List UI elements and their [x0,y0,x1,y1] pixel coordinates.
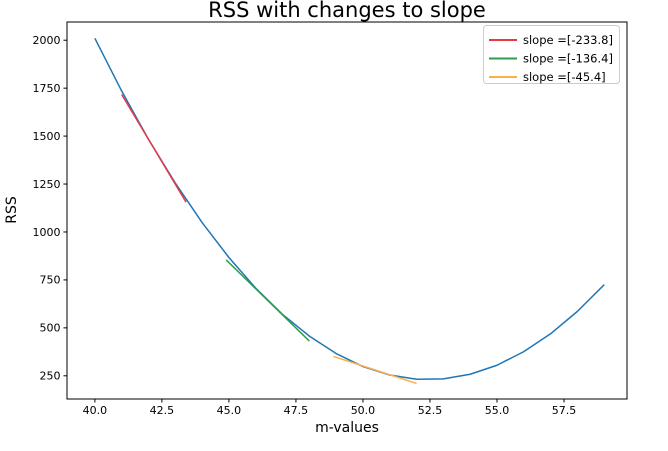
x-tick-label: 52.5 [418,404,443,417]
tangent-line [225,259,310,342]
legend-label-red: slope =[-233.8] [523,33,613,47]
x-tick-label: 40.0 [83,404,108,417]
legend: slope =[-233.8] slope =[-136.4] slope =[… [483,25,620,84]
rss-curve-line [94,37,605,380]
y-tick-label: 1000 [33,226,61,239]
y-tick-label: 250 [40,370,61,383]
x-tick-label: 42.5 [150,404,175,417]
y-axis-label: RSS [4,196,20,224]
legend-box [483,25,620,84]
legend-label-green: slope =[-136.4] [523,52,613,66]
x-tick-label: 55.0 [485,404,510,417]
y-axis-ticks: 250 500 750 1000 1250 1500 1750 2000 [33,34,67,383]
x-tick-label: 50.0 [351,404,376,417]
tangent-line [121,94,187,203]
x-tick-label: 57.5 [552,404,577,417]
y-tick-label: 500 [40,322,61,335]
chart-title: RSS with changes to slope [208,0,486,22]
tangent-line [333,355,417,385]
legend-label-orange: slope =[-45.4] [523,70,606,84]
y-tick-label: 2000 [33,34,61,47]
x-axis-ticks: 40.0 42.5 45.0 47.5 50.0 52.5 55.0 57.5 [83,399,577,417]
y-tick-label: 1750 [33,82,61,95]
y-tick-label: 1500 [33,130,61,143]
tangent-lines [121,94,417,385]
axes-spines [66,21,628,400]
plot-area [67,22,627,399]
y-tick-label: 1250 [33,178,61,191]
y-tick-label: 750 [40,274,61,287]
x-tick-label: 45.0 [217,404,242,417]
x-axis-label: m-values [315,420,379,436]
x-tick-label: 47.5 [284,404,309,417]
